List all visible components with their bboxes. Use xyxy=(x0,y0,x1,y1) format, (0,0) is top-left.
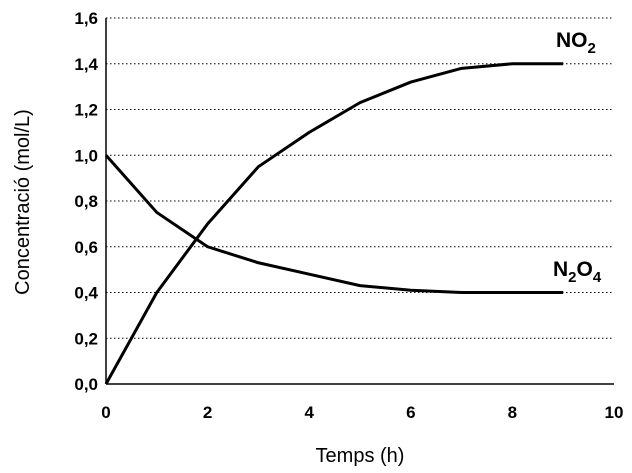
y-tick-label: 0,6 xyxy=(74,238,98,257)
axes xyxy=(105,18,614,385)
y-tick-label: 1,2 xyxy=(74,101,98,120)
y-tick-label: 1,6 xyxy=(74,9,98,28)
series-label-n2o4-part1: N xyxy=(553,258,568,281)
grid-lines xyxy=(106,17,614,339)
series-label-n2o4-part4: 4 xyxy=(593,269,602,286)
series-label-n2o4: N2O4 xyxy=(553,258,602,286)
x-tick-label: 8 xyxy=(508,403,517,422)
series-label-no2-main: NO xyxy=(556,29,588,52)
y-tick-label: 0,8 xyxy=(74,192,98,211)
y-tick-label: 0,2 xyxy=(74,329,98,348)
x-tick-label: 0 xyxy=(101,403,110,422)
x-tick-label: 10 xyxy=(605,403,624,422)
x-tick-label: 6 xyxy=(406,403,415,422)
series-line-no2 xyxy=(104,62,564,385)
y-tick-label: 0,0 xyxy=(74,375,98,394)
series-label-no2-sub: 2 xyxy=(588,40,596,57)
x-tick-label: 2 xyxy=(203,403,212,422)
series-label-no2: NO2 xyxy=(556,29,596,57)
series-label-n2o4-part3: O xyxy=(577,258,593,281)
y-axis-label: Concentració (mol/L) xyxy=(12,109,34,295)
series-line-n2o4 xyxy=(104,154,564,294)
x-axis-label: Temps (h) xyxy=(316,445,405,467)
x-tick-labels: 0 2 4 6 8 10 xyxy=(101,403,623,422)
series-label-n2o4-part2: 2 xyxy=(568,269,576,286)
y-tick-labels: 0,0 0,2 0,4 0,6 0,8 1,0 1,2 1,4 1,6 xyxy=(74,9,98,394)
series-lines xyxy=(104,62,564,385)
y-tick-label: 0,4 xyxy=(74,284,98,303)
y-tick-label: 1,0 xyxy=(74,146,98,165)
y-tick-label: 1,4 xyxy=(74,55,98,74)
x-tick-label: 4 xyxy=(304,403,314,422)
